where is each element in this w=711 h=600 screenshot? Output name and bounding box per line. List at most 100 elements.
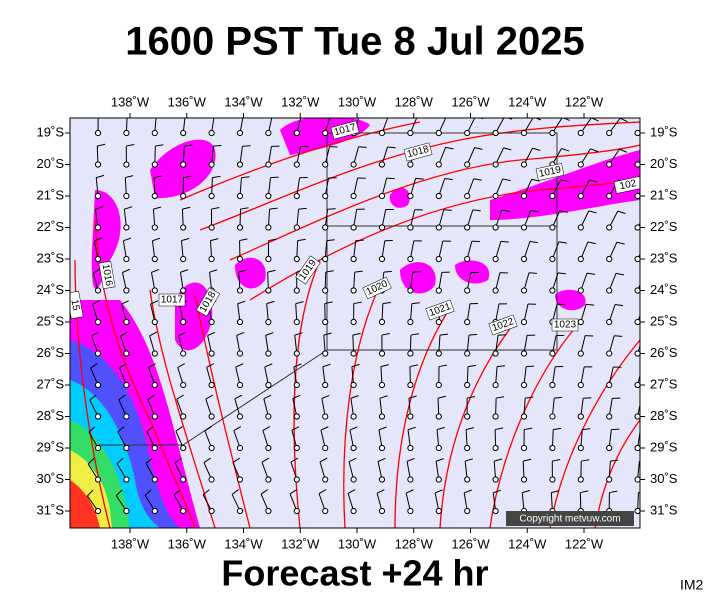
station [606,476,613,483]
barb [151,144,164,168]
barb [634,398,640,420]
station [123,318,130,326]
barb-flag [351,363,360,368]
barb [406,457,415,483]
barb [520,303,537,326]
station [151,129,158,137]
barb [407,271,421,294]
barb [121,268,131,294]
station [520,129,528,137]
barb [377,457,386,483]
barb [293,207,307,231]
lon-label-top: 138˚W [111,94,150,109]
barb-flag [294,332,303,336]
barb-flag [495,427,504,431]
map-code: IM2 [680,577,704,593]
station [350,444,357,452]
isobar-label-text: 1023 [554,320,577,331]
barb-flag [445,146,454,150]
station [265,476,272,483]
barb [378,239,393,263]
barb [265,176,279,200]
barb-flag [238,269,247,273]
station [520,224,528,231]
barb [492,396,505,420]
isobar-label-text: 1019 [538,164,562,179]
isobar-label-box [195,287,221,317]
barb [378,208,394,231]
isobar-label-box [362,276,392,300]
barb [464,240,480,263]
barb [549,365,564,389]
station [151,476,158,483]
barb [145,457,158,483]
barb-flag [243,111,251,118]
barb-flag [118,394,126,401]
barb-flag [234,394,243,400]
lat-label-left: 29˚S [37,439,65,454]
barb [92,268,102,294]
barb-flag [406,457,415,462]
station [435,287,442,294]
barb [236,145,251,168]
barb-flag [553,427,562,431]
barb [322,363,331,389]
barb [203,457,215,483]
barb [322,177,337,200]
barb-flag [174,457,182,464]
barb-flag [498,334,507,336]
barb [435,209,452,231]
barb [549,334,565,357]
barb [378,301,391,326]
station [577,129,584,137]
station [435,444,442,452]
station [520,381,528,389]
barb [94,143,106,168]
barb-flag [473,178,482,181]
barb-flag [524,427,533,431]
barb [119,363,130,389]
lon-label-top: 122˚W [565,94,604,109]
barb-flag [619,148,628,153]
barb [577,366,593,389]
barb [208,144,222,168]
station [350,192,357,200]
barb-flag [551,490,560,494]
barb-flag [435,458,444,462]
station [464,224,471,231]
barb [378,395,388,420]
station [407,444,414,452]
barb-flag [387,146,396,149]
barb [520,147,541,168]
barb-flag [145,457,153,464]
subtitle: Forecast +24 hr [221,553,488,594]
barb-flag [173,489,181,496]
station [265,129,272,137]
station [322,318,329,326]
barb [492,489,502,515]
station [236,287,244,294]
barb-flag [583,397,592,399]
barb-flag [262,426,271,431]
barb-flag [474,147,483,150]
barb-flag [558,241,567,244]
station [236,507,244,515]
station [378,192,386,200]
lat-label-right: 23˚S [650,250,678,265]
barb [175,426,187,452]
barb-flag [292,394,301,399]
station [94,350,102,357]
barb [322,239,335,263]
station [407,287,414,294]
barb [350,208,365,231]
barb [606,272,625,294]
station [293,161,300,168]
barb [122,237,132,263]
lon-label-bottom: 136˚W [168,536,207,551]
station [322,444,329,452]
barb [89,394,102,420]
lon-label-bottom: 132˚W [281,536,320,551]
station [492,476,499,483]
station [520,287,528,294]
station [378,381,386,389]
